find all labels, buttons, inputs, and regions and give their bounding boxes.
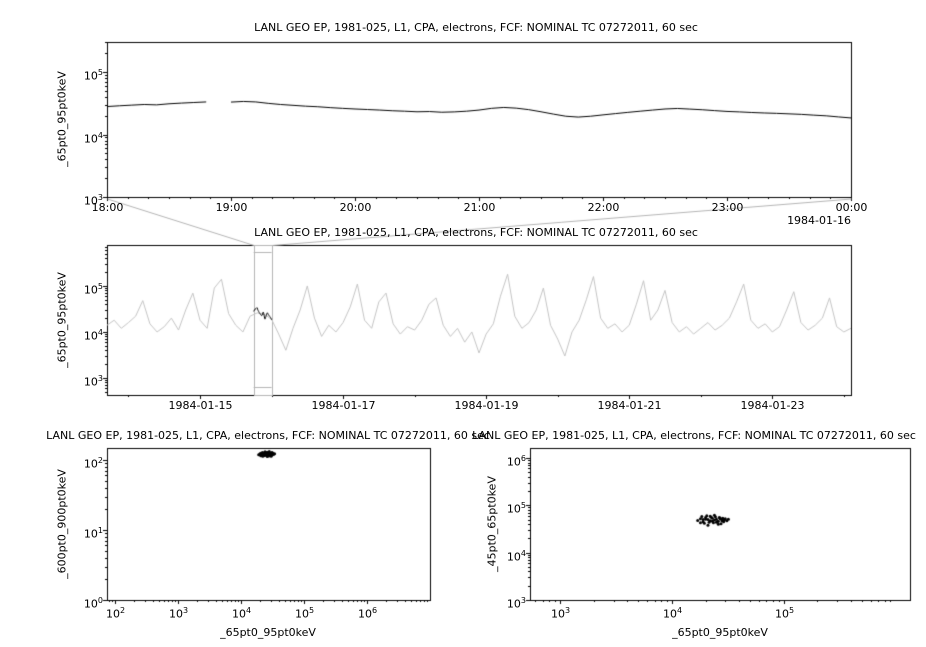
panel-title-scatter-right: LANL GEO EP, 1981-025, L1, CPA, electron…: [472, 429, 916, 442]
panel-detail-timeseries[interactable]: [107, 42, 851, 197]
x-axis-label-scatter-left: _65pt0_95pt0keV: [220, 626, 316, 639]
panel-title-overview: LANL GEO EP, 1981-025, L1, CPA, electron…: [254, 226, 698, 239]
panel-title-detail: LANL GEO EP, 1981-025, L1, CPA, electron…: [254, 21, 698, 34]
x-axis-date-label: 1984-01-16: [787, 214, 851, 227]
panel-title-scatter-left: LANL GEO EP, 1981-025, L1, CPA, electron…: [46, 429, 490, 442]
y-axis-label-detail: _65pt0_95pt0keV: [55, 71, 69, 167]
panel-context-overview[interactable]: [107, 245, 851, 395]
y-axis-label-scatter-left: _600pt0_900pt0keV: [55, 469, 69, 579]
y-axis-label-overview: _65pt0_95pt0keV: [55, 272, 69, 368]
panel-scatter-left[interactable]: [107, 448, 430, 600]
y-axis-label-scatter-right: _45pt0_65pt0keV: [485, 476, 499, 572]
panel-scatter-right[interactable]: [530, 448, 910, 600]
x-axis-label-scatter-right: _65pt0_95pt0keV: [672, 626, 768, 639]
